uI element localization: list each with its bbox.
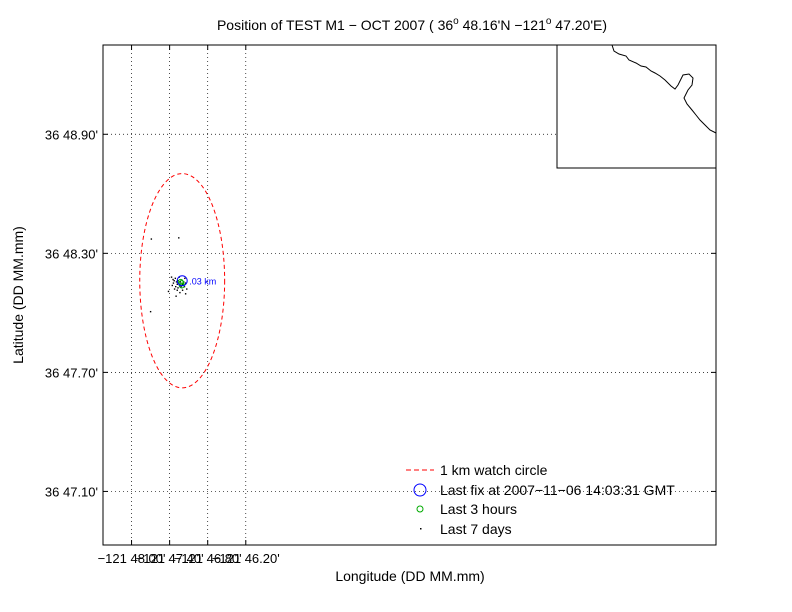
point-last-7-days — [186, 288, 188, 290]
point-last-7-days — [177, 287, 179, 289]
point-last-7-days — [167, 290, 170, 293]
y-tick-label: 36 48.30' — [45, 246, 98, 261]
point-last-7-days — [173, 288, 176, 290]
legend-marker-last-3-hours — [416, 505, 424, 513]
point-last-3-hours — [177, 278, 184, 285]
legend-label-last-3-hours: Last 3 hours — [440, 501, 517, 517]
point-last-7-days — [172, 282, 175, 284]
legend-label-last-fix: Last fix at 2007−11−06 14:03:31 GMT — [440, 482, 675, 498]
point-last-7-days — [184, 293, 187, 295]
point-last-7-days — [174, 277, 177, 280]
chart-title: Position of TEST M1 − OCT 2007 ( 36o 48.… — [217, 16, 607, 33]
point-last-7-days — [179, 291, 181, 294]
y-tick-label: 36 47.10' — [45, 484, 98, 499]
legend: 1 km watch circle Last fix at 2007−11−06… — [406, 462, 675, 537]
point-last-7-days — [181, 283, 184, 285]
watch-circle-layer — [139, 173, 226, 389]
grid-lines — [103, 45, 716, 545]
point-last-7-days — [173, 280, 175, 282]
point-last-7-days — [181, 289, 184, 291]
point-last-7-days — [175, 295, 177, 297]
point-last-7-days — [184, 277, 186, 280]
y-tick-label: 36 48.90' — [45, 127, 98, 142]
point-last-7-days — [150, 238, 153, 240]
last-fix-marker — [176, 275, 188, 287]
point-last-7-days — [184, 282, 187, 284]
point-last-7-days — [178, 237, 180, 239]
point-last-7-days — [172, 278, 174, 281]
x-axis-label: Longitude (DD MM.mm) — [335, 568, 484, 584]
point-last-7-days — [176, 283, 178, 285]
y-axis-ticks: 36 48.90' 36 48.30' 36 47.70' 36 47.10' — [45, 127, 716, 499]
point-last-7-days — [176, 289, 178, 291]
x-tick-label: −121 47.40' — [136, 551, 204, 566]
watch-circle — [139, 173, 226, 389]
point-last-7-days — [171, 284, 173, 287]
legend-label-watch-circle: 1 km watch circle — [440, 462, 548, 478]
point-last-7-days — [175, 285, 177, 288]
y-tick-label: 36 47.70' — [45, 365, 98, 380]
x-tick-label: −121 46.80' — [174, 551, 242, 566]
point-last-7-days — [179, 281, 181, 283]
last-fix-distance-label: .03 km — [189, 277, 216, 287]
legend-marker-last-7-days — [420, 528, 422, 530]
legend-marker-last-fix — [413, 483, 427, 497]
last-3-hours-points — [177, 278, 185, 289]
point-last-7-days — [170, 276, 173, 278]
inset-map — [556, 44, 717, 169]
legend-label-last-7-days: Last 7 days — [440, 521, 512, 537]
inset-coastline — [611, 44, 717, 134]
point-last-7-days — [149, 310, 152, 313]
plot-frame — [102, 44, 717, 546]
x-tick-label: −121 46.20' — [212, 551, 280, 566]
y-axis-label: Latitude (DD MM.mm) — [10, 226, 26, 364]
point-last-7-days — [175, 281, 178, 283]
point-last-7-days — [180, 285, 182, 288]
x-tick-label: −121 48.00' — [98, 551, 166, 566]
last-fix-layer: .03 km — [176, 275, 216, 287]
x-axis-ticks: −121 48.00'−121 47.40'−121 46.80'−121 46… — [98, 45, 280, 566]
